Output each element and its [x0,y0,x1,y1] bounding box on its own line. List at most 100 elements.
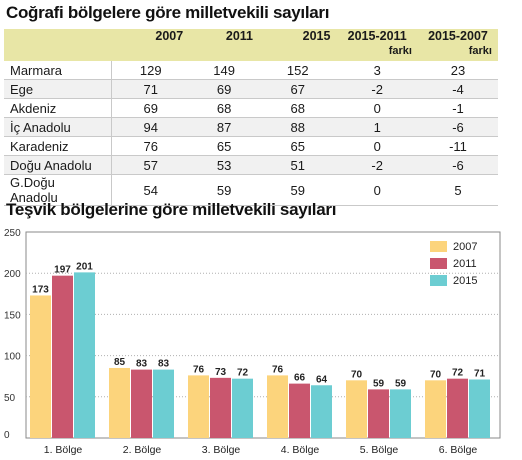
bar-2011-3 [210,377,231,438]
bar-2015-4 [311,385,332,438]
table-cell-value: 53 [189,155,259,175]
data-label: 76 [193,364,205,375]
x-tick-label: 2. Bölge [123,444,162,456]
table-header-row: 2007 2011 2015 2015-2011 farkı 2015-2007 farkı [4,29,498,61]
data-label: 72 [237,368,249,379]
bar-2011-1 [52,275,73,438]
table-cell-value: 88 [259,117,337,137]
x-tick-label: 1. Bölge [44,444,83,456]
bar-2015-2 [153,369,174,438]
table-header-2007: 2007 [111,29,190,61]
table-row: Akdeniz 69 68 68 0 -1 [4,98,498,118]
table-cell-region: Marmara [4,61,113,80]
table-cell-value: 1 [336,117,418,137]
table-cell-value: -6 [417,117,498,137]
table-cell-value: -2 [336,79,418,99]
table-cell-value: 68 [189,98,259,118]
table-cell-value: 129 [111,61,190,80]
table-cell-region: İç Anadolu [4,117,113,137]
plot-frame [25,231,501,439]
table-cell-value: 59 [189,174,259,206]
y-tick-label: 50 [4,393,16,404]
data-label: 59 [373,378,385,389]
table-cell-value: -2 [336,155,418,175]
table-cell-value: 5 [417,174,498,206]
table-cell-value: 69 [189,79,259,99]
data-label: 197 [54,265,71,276]
data-label: 201 [76,261,93,272]
table-row: Karadeniz 76 65 65 0 -11 [4,136,498,156]
x-tick-label: 4. Bölge [281,444,320,456]
data-label: 73 [215,367,227,378]
data-label: 70 [351,369,363,380]
table-row: Marmara 129 149 152 3 23 [4,61,498,80]
data-label: 71 [474,368,486,379]
table-header-blank [4,29,112,61]
bar-2007-2 [109,367,130,438]
table-cell-value: 69 [111,98,190,118]
table-cell-value: -11 [417,136,498,156]
table-cell-value: -1 [417,98,498,118]
table-cell-value: 149 [189,61,259,80]
bar-2007-6 [425,380,446,438]
legend-swatch-2015 [430,275,447,286]
table-cell-value: -4 [417,79,498,99]
bar-2011-4 [289,383,310,438]
table-cell-value: 3 [336,61,418,80]
table-cell-value: 51 [259,155,337,175]
table-header-2015-2011: 2015-2011 farkı [336,29,418,61]
table-cell-value: 57 [111,155,190,175]
bar-2007-5 [346,380,367,438]
table-row: Doğu Anadolu 57 53 51 -2 -6 [4,155,498,175]
data-label: 85 [114,357,126,368]
table-title: Coğrafi bölgelere göre milletvekili sayı… [6,3,330,22]
table-cell-value: 23 [417,61,498,80]
table-cell-value: -6 [417,155,498,175]
table-cell-value: 76 [111,136,190,156]
y-tick-label: 200 [4,269,21,280]
bar-2007-4 [267,375,288,438]
table-row: İç Anadolu 94 87 88 1 -6 [4,117,498,137]
table-row: G.Doğu Anadolu 54 59 59 0 5 [4,174,498,206]
table-cell-value: 94 [111,117,190,137]
region-table: 2007 2011 2015 2015-2011 farkı 2015-2007 farkı… [4,29,498,206]
table-header-sublabel: farkı [468,45,492,57]
table-cell-value: 68 [259,98,337,118]
table-cell-region: G.Doğu Anadolu [4,174,113,206]
y-tick-label: 0 [4,430,10,441]
table-header-2011: 2011 [189,29,259,61]
data-label: 173 [32,284,49,295]
table-header-sublabel: farkı [388,45,412,57]
table-cell-value: 71 [111,79,190,99]
table-cell-value: 152 [259,61,337,80]
data-label: 83 [136,359,148,370]
table-cell-region: Ege [4,79,113,99]
table-cell-value: 87 [189,117,259,137]
data-label: 83 [158,359,170,370]
table-cell-value: 0 [336,98,418,118]
data-label: 59 [395,378,407,389]
data-label: 72 [452,368,464,379]
table-cell-value: 0 [336,136,418,156]
y-tick-label: 150 [4,310,21,321]
y-tick-label: 100 [4,352,21,363]
table-header-label: 2015-2011 [347,29,407,43]
table-cell-value: 67 [259,79,337,99]
data-label: 70 [430,369,442,380]
legend-swatch-2007 [430,241,447,252]
legend-label: 2007 [453,241,477,253]
x-tick-label: 6. Bölge [439,444,478,456]
table-cell-value: 59 [259,174,337,206]
data-label: 66 [294,373,306,384]
table-header-label: 2015-2007 [428,29,488,43]
x-tick-label: 3. Bölge [202,444,241,456]
table-cell-value: 54 [111,174,190,206]
table-header-2015-2007: 2015-2007 farkı [417,29,498,61]
data-label: 64 [316,374,328,385]
bar-2015-1 [74,272,95,438]
table-header-2015: 2015 [259,29,337,61]
legend-swatch-2011 [430,258,447,269]
bar-2011-5 [368,389,389,438]
table-cell-region: Doğu Anadolu [4,155,113,175]
table-body: Marmara 129 149 152 3 23 Ege 71 69 67 -2 -4 Akdeniz 6… [4,61,498,206]
